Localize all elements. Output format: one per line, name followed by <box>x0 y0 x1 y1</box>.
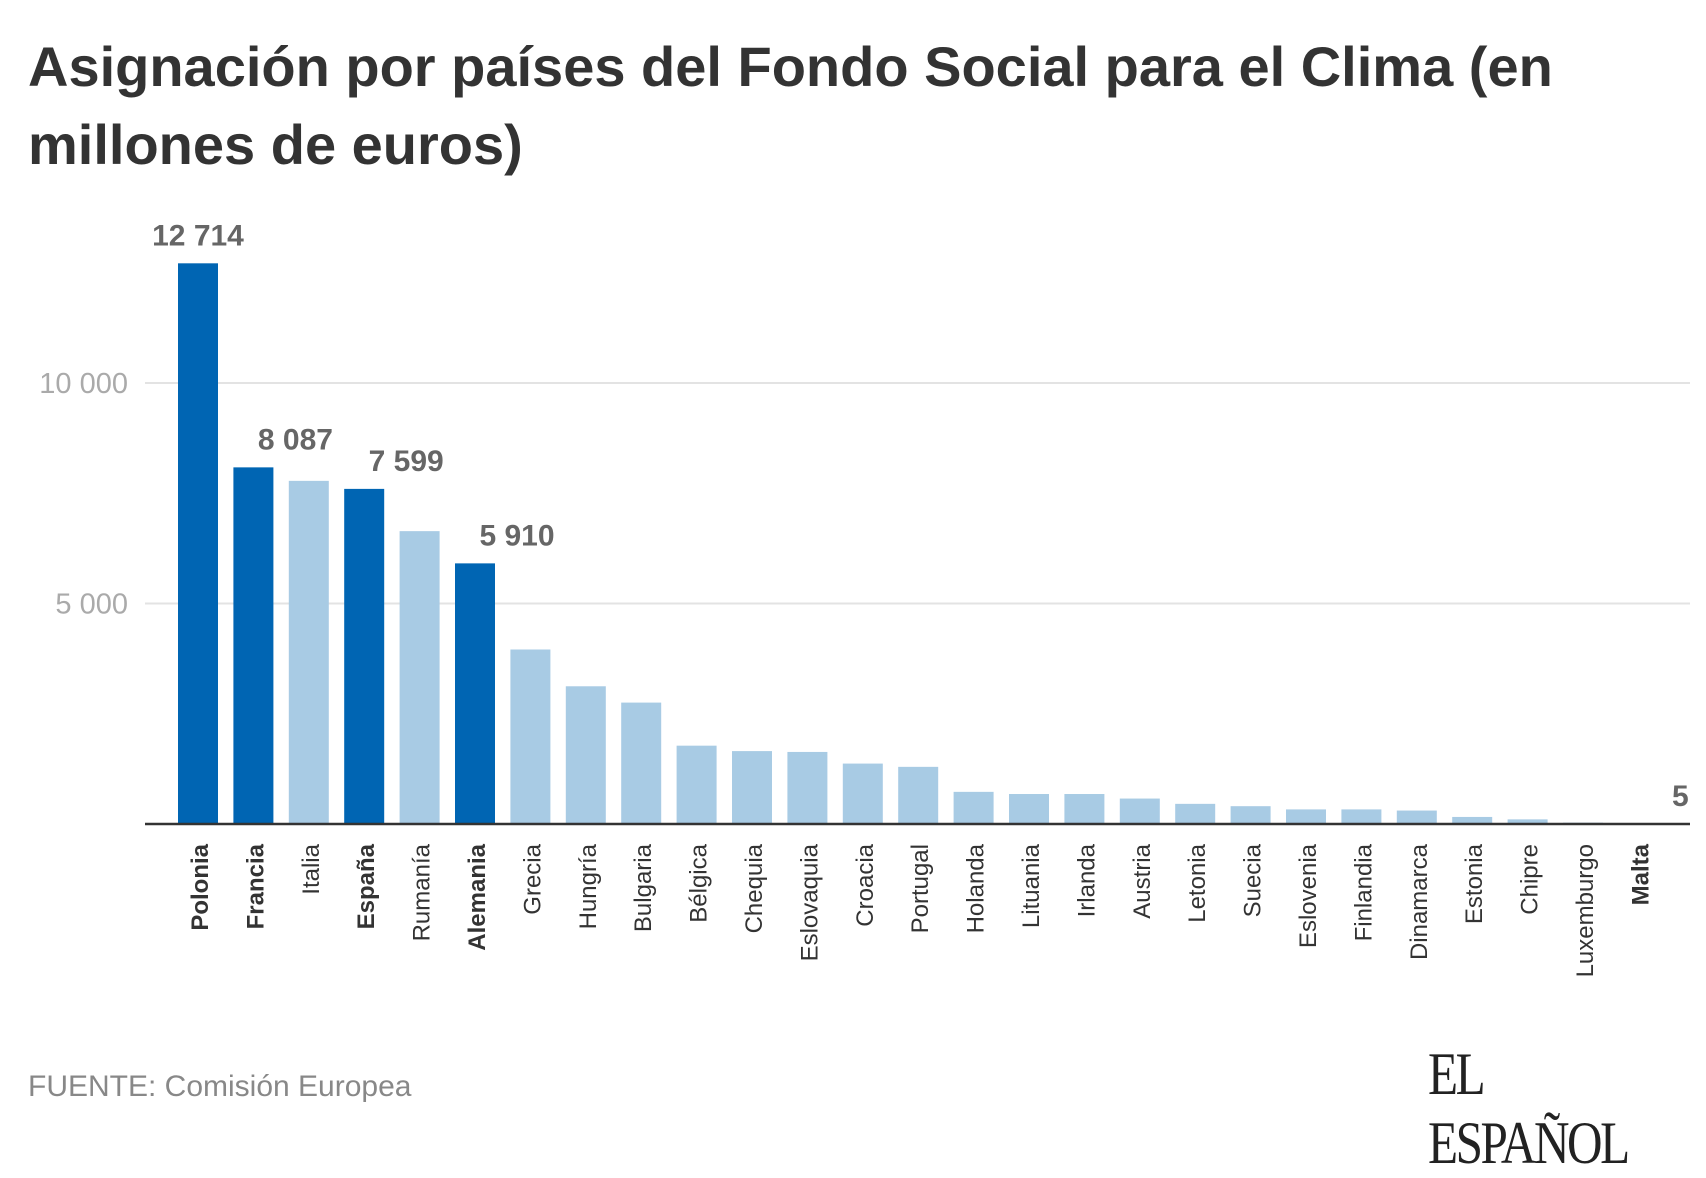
x-tick-label: Rumanía <box>409 843 436 941</box>
x-tick-label: Portugal <box>907 844 934 933</box>
bar-bélgica <box>676 745 717 824</box>
bar-hungría <box>565 686 606 824</box>
x-tick-label: Hungría <box>575 843 602 929</box>
data-label: 8 087 <box>258 423 333 456</box>
x-tick-label: Finlandia <box>1350 843 1377 941</box>
x-tick-label: Croacia <box>852 843 879 926</box>
x-tick-label: Letonia <box>1184 843 1211 922</box>
x-tick-label: Malta <box>1627 843 1654 905</box>
bar-chequia <box>732 751 772 824</box>
bar-grecia <box>510 649 551 824</box>
bar-finlandia <box>1341 809 1382 824</box>
x-tick-label: Suecia <box>1240 843 1267 917</box>
x-tick-label: Grecia <box>519 843 546 914</box>
x-tick-label: Chipre <box>1517 844 1544 915</box>
x-tick-label: Italia <box>298 843 325 894</box>
x-tick-label: Bulgaria <box>630 843 657 932</box>
data-label: 12 714 <box>152 219 244 252</box>
bar-rumanía <box>399 531 440 824</box>
x-tick-label: Polonia <box>187 843 214 930</box>
x-tick-label: Luxemburgo <box>1572 844 1599 977</box>
bar-alemania <box>455 563 495 824</box>
y-tick-label: 10 000 <box>39 368 128 400</box>
bar-letonia <box>1175 803 1216 824</box>
bar-holanda <box>953 791 994 824</box>
x-tick-label: Austria <box>1129 843 1156 918</box>
bar-portugal <box>898 766 939 824</box>
bar-estonia <box>1452 816 1493 824</box>
bar-lituania <box>1009 794 1049 824</box>
bar-croacia <box>842 763 883 824</box>
bar-italia <box>288 480 329 824</box>
x-tick-label: Chequia <box>741 843 768 933</box>
bar-chipre <box>1507 819 1548 824</box>
x-tick-label: Dinamarca <box>1406 843 1433 960</box>
x-tick-label: España <box>353 843 380 929</box>
data-label: 5 <box>1672 780 1689 813</box>
bar-suecia <box>1230 806 1271 824</box>
x-tick-label: Estonia <box>1461 843 1488 924</box>
bar-eslovenia <box>1286 809 1326 824</box>
data-label: 5 910 <box>479 519 554 552</box>
bar-polonia <box>178 263 218 824</box>
bar-bulgaria <box>621 702 662 824</box>
x-tick-label: Eslovaquia <box>796 843 823 961</box>
bar-dinamarca <box>1396 810 1437 824</box>
chart-title: Asignación por países del Fondo Social p… <box>28 35 1553 176</box>
x-tick-label: Bélgica <box>686 843 713 922</box>
bar-austria <box>1119 798 1160 824</box>
x-tick-label: Lituania <box>1018 843 1045 928</box>
bar-eslovaquia <box>787 751 828 824</box>
data-label: 7 599 <box>369 445 444 478</box>
bar-españa <box>344 488 385 824</box>
y-tick-label: 5 000 <box>55 589 128 621</box>
source-note: FUENTE: Comisión Europea <box>28 1070 412 1103</box>
bar-francia <box>233 467 274 824</box>
x-tick-label: Irlanda <box>1073 843 1100 917</box>
x-tick-label: Holanda <box>963 843 990 933</box>
bar-irlanda <box>1064 794 1105 824</box>
el-espanol-logo: EL ESPAÑOL <box>1428 1041 1630 1176</box>
x-tick-label: Francia <box>242 843 269 929</box>
x-tick-label: Alemania <box>464 843 491 950</box>
x-tick-label: Eslovenia <box>1295 843 1322 948</box>
